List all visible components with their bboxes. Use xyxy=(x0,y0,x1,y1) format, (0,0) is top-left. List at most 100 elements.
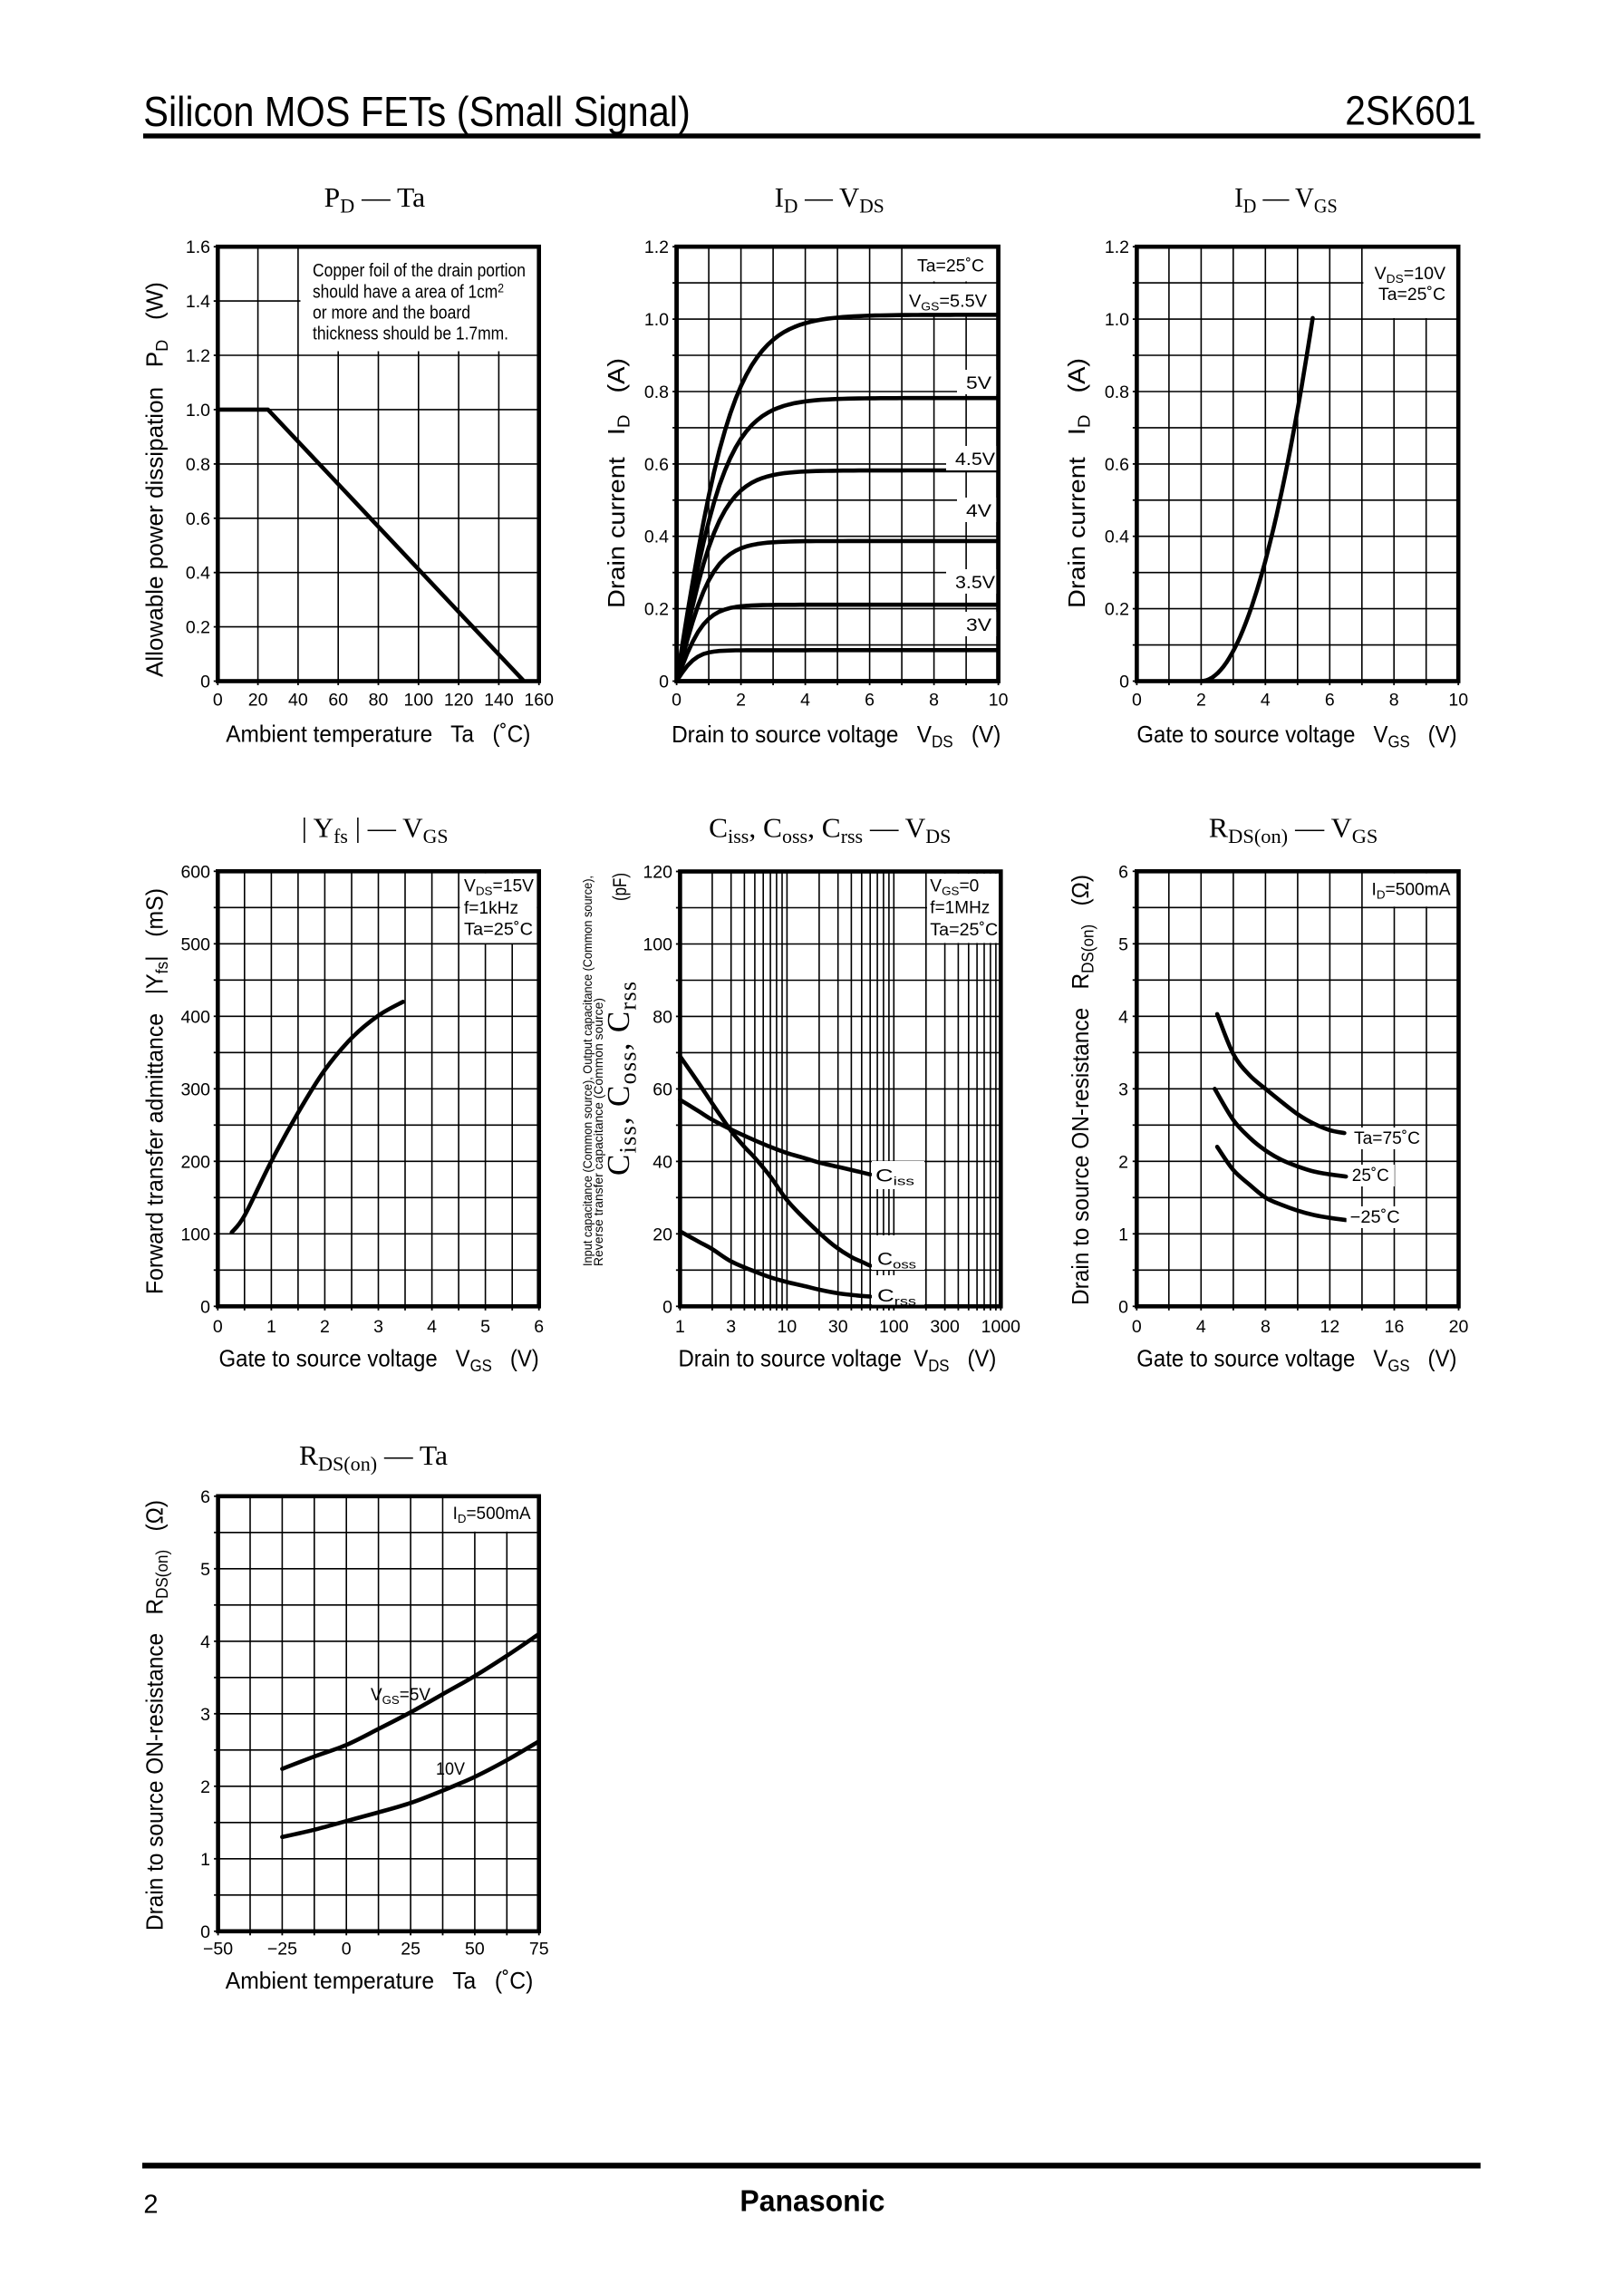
svg-text:Ta=25˚C: Ta=25˚C xyxy=(930,921,998,940)
svg-text:0: 0 xyxy=(1132,1317,1142,1337)
svg-text:3V: 3V xyxy=(966,616,991,635)
svg-text:3: 3 xyxy=(373,1317,383,1337)
svg-text:Ciss: Ciss xyxy=(875,1167,914,1188)
svg-text:0.8: 0.8 xyxy=(644,382,669,402)
svg-text:0.6: 0.6 xyxy=(1105,455,1129,475)
svg-text:3.5V: 3.5V xyxy=(955,574,995,593)
svg-text:0.4: 0.4 xyxy=(644,528,669,547)
svg-text:ID=500mA: ID=500mA xyxy=(1372,880,1451,901)
svg-text:Coss: Coss xyxy=(877,1251,916,1272)
svg-text:Ciss, Coss, Crss — VDS: Ciss, Coss, Crss — VDS xyxy=(709,812,951,848)
svg-text:10V: 10V xyxy=(436,1760,465,1779)
svg-text:thickness should be 1.7mm.: thickness should be 1.7mm. xyxy=(313,324,508,344)
svg-text:Panasonic: Panasonic xyxy=(740,2184,884,2218)
svg-text:60: 60 xyxy=(328,691,348,711)
svg-text:100: 100 xyxy=(404,691,434,711)
svg-text:100: 100 xyxy=(643,935,672,955)
svg-text:120: 120 xyxy=(643,863,672,883)
svg-text:30: 30 xyxy=(828,1317,848,1337)
svg-text:8: 8 xyxy=(1261,1317,1271,1337)
svg-text:4.5V: 4.5V xyxy=(955,450,995,469)
svg-text:2: 2 xyxy=(320,1317,330,1337)
svg-text:Forward transfer admittance: Forward transfer admittance |Yfs| (mS) xyxy=(141,888,172,1294)
svg-text:4: 4 xyxy=(1196,1317,1206,1337)
svg-text:PD — Ta: PD — Ta xyxy=(324,181,426,218)
svg-text:10: 10 xyxy=(989,691,1009,711)
svg-text:75: 75 xyxy=(529,1940,549,1960)
svg-text:16: 16 xyxy=(1385,1317,1405,1337)
svg-text:100: 100 xyxy=(879,1317,909,1337)
svg-text:Drain current ID (A): Drain current ID (A) xyxy=(603,358,633,608)
svg-text:5: 5 xyxy=(1118,934,1128,954)
svg-text:300: 300 xyxy=(180,1079,210,1099)
svg-text:0: 0 xyxy=(1119,673,1129,692)
svg-text:0.4: 0.4 xyxy=(1105,528,1129,547)
svg-text:0.2: 0.2 xyxy=(186,618,210,638)
svg-text:Gate to source voltage VGS: Gate to source voltage VGS (V) xyxy=(1136,1345,1456,1376)
svg-text:0: 0 xyxy=(672,691,682,711)
svg-text:Crss: Crss xyxy=(877,1287,916,1308)
svg-text:0: 0 xyxy=(200,673,210,692)
svg-text:Reverse transfer capacitance (: Reverse transfer capacitance (Common sou… xyxy=(591,998,605,1266)
svg-text:25˚C: 25˚C xyxy=(1352,1166,1389,1186)
svg-text:−25: −25 xyxy=(267,1940,297,1960)
svg-text:Gate to source voltage VGS: Gate to source voltage VGS (V) xyxy=(1136,721,1456,751)
svg-text:1000: 1000 xyxy=(981,1317,1021,1337)
svg-text:1.0: 1.0 xyxy=(186,401,210,421)
svg-text:2: 2 xyxy=(143,2190,158,2219)
svg-text:40: 40 xyxy=(652,1152,672,1172)
svg-text:Ta=25˚C: Ta=25˚C xyxy=(464,920,533,939)
svg-text:RDS(on) — Ta: RDS(on) — Ta xyxy=(299,1439,448,1476)
svg-text:0.8: 0.8 xyxy=(186,455,210,475)
svg-text:ID — VGS: ID — VGS xyxy=(1234,181,1338,218)
svg-text:Ciss, Coss, Crss: Ciss, Coss, Crss xyxy=(601,982,641,1176)
svg-text:5V: 5V xyxy=(966,374,991,393)
svg-text:Drain current ID (A): Drain current ID (A) xyxy=(1063,358,1094,608)
svg-text:3: 3 xyxy=(1118,1079,1128,1099)
svg-text:ID — VDS: ID — VDS xyxy=(775,181,884,218)
svg-text:Silicon MOS FETs (Small Signal: Silicon MOS FETs (Small Signal) xyxy=(143,88,691,135)
svg-text:5: 5 xyxy=(200,1560,210,1580)
svg-text:4: 4 xyxy=(200,1632,210,1652)
svg-text:1.2: 1.2 xyxy=(644,237,669,257)
svg-text:300: 300 xyxy=(930,1317,960,1337)
svg-text:500: 500 xyxy=(180,934,210,954)
svg-text:3: 3 xyxy=(726,1317,736,1337)
svg-text:Ambient temperature Ta (˚C: Ambient temperature Ta (˚C) xyxy=(226,1967,534,1994)
svg-text:5: 5 xyxy=(480,1317,490,1337)
svg-text:Ta=75˚C: Ta=75˚C xyxy=(1354,1129,1420,1148)
svg-text:80: 80 xyxy=(652,1007,672,1027)
svg-text:2: 2 xyxy=(200,1777,210,1797)
svg-text:50: 50 xyxy=(465,1940,485,1960)
svg-text:40: 40 xyxy=(288,691,308,711)
svg-text:4V: 4V xyxy=(966,502,991,521)
svg-text:1.2: 1.2 xyxy=(1105,237,1129,257)
svg-text:140: 140 xyxy=(484,691,514,711)
svg-text:25: 25 xyxy=(401,1940,420,1960)
svg-text:VGS=0: VGS=0 xyxy=(930,876,979,897)
svg-text:1.4: 1.4 xyxy=(186,292,210,312)
svg-text:f=1kHz: f=1kHz xyxy=(464,899,518,918)
svg-text:0: 0 xyxy=(342,1940,352,1960)
svg-text:8: 8 xyxy=(1389,691,1399,711)
svg-text:0: 0 xyxy=(213,691,223,711)
svg-text:200: 200 xyxy=(180,1152,210,1172)
svg-text:1.2: 1.2 xyxy=(186,346,210,366)
svg-text:VGS=5V: VGS=5V xyxy=(371,1686,430,1707)
svg-text:ID=500mA: ID=500mA xyxy=(453,1505,531,1525)
svg-text:Ta=25˚C: Ta=25˚C xyxy=(917,257,984,276)
svg-text:80: 80 xyxy=(369,691,389,711)
svg-text:2: 2 xyxy=(1196,691,1206,711)
svg-text:Drain to source voltage VDS: Drain to source voltage VDS (V) xyxy=(672,721,1000,751)
svg-text:2SK601: 2SK601 xyxy=(1345,88,1476,134)
svg-text:0.4: 0.4 xyxy=(186,564,210,584)
svg-text:−50: −50 xyxy=(203,1940,233,1960)
svg-text:Drain to source voltage VDS: Drain to source voltage VDS (V) xyxy=(679,1345,997,1376)
svg-text:Gate to source voltage VGS: Gate to source voltage VGS (V) xyxy=(219,1345,539,1376)
svg-text:should have a area of 1cm2: should have a area of 1cm2 xyxy=(313,280,504,302)
svg-text:f=1MHz: f=1MHz xyxy=(930,899,990,918)
svg-text:Ambient temperature Ta (˚C: Ambient temperature Ta (˚C) xyxy=(226,720,530,747)
svg-text:or more and the board: or more and the board xyxy=(313,303,470,323)
svg-text:1.0: 1.0 xyxy=(644,310,669,330)
svg-text:6: 6 xyxy=(534,1317,544,1337)
